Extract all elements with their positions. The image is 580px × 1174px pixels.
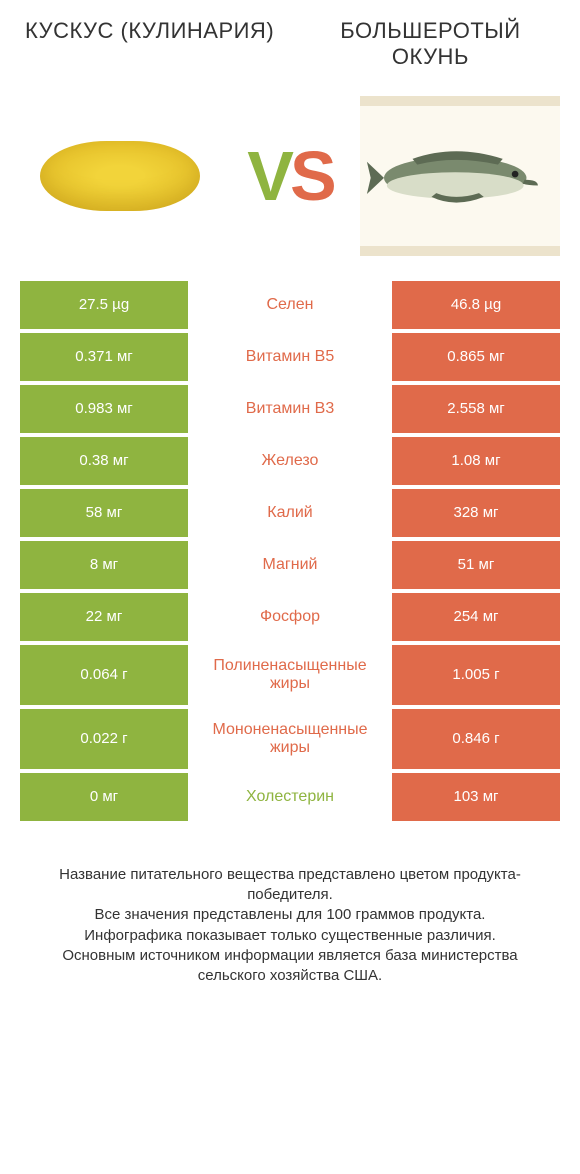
- comparison-table: 27.5 µgСелен46.8 µg0.371 мгВитамин B50.8…: [0, 281, 580, 821]
- header: КУСКУС (КУЛИНАРИЯ) БОЛЬШЕРОТЫЙ ОКУНЬ: [0, 0, 580, 81]
- table-row: 58 мгКалий328 мг: [20, 489, 560, 537]
- table-row: 8 мгМагний51 мг: [20, 541, 560, 589]
- cell-right-value: 46.8 µg: [392, 281, 560, 329]
- footer-line: Все значения представлены для 100 граммо…: [30, 905, 550, 925]
- cell-nutrient-label: Магний: [188, 541, 392, 589]
- table-row: 0.983 мгВитамин B32.558 мг: [20, 385, 560, 433]
- cell-right-value: 0.846 г: [392, 709, 560, 769]
- cell-nutrient-label: Мононенасыщенные жиры: [188, 709, 392, 769]
- table-row: 0.064 гПолиненасыщенные жиры1.005 г: [20, 645, 560, 705]
- left-product-image: [20, 96, 220, 256]
- table-row: 0 мгХолестерин103 мг: [20, 773, 560, 821]
- footer-notes: Название питательного вещества представл…: [0, 825, 580, 1007]
- cell-nutrient-label: Селен: [188, 281, 392, 329]
- fish-icon: [365, 136, 555, 216]
- cell-right-value: 2.558 мг: [392, 385, 560, 433]
- cell-nutrient-label: Холестерин: [188, 773, 392, 821]
- cell-left-value: 0.983 мг: [20, 385, 188, 433]
- table-row: 27.5 µgСелен46.8 µg: [20, 281, 560, 329]
- table-row: 0.371 мгВитамин B50.865 мг: [20, 333, 560, 381]
- cell-left-value: 0.022 г: [20, 709, 188, 769]
- vs-label: VS: [247, 136, 332, 216]
- cell-right-value: 254 мг: [392, 593, 560, 641]
- cell-left-value: 8 мг: [20, 541, 188, 589]
- cell-right-value: 51 мг: [392, 541, 560, 589]
- cell-right-value: 1.005 г: [392, 645, 560, 705]
- cell-nutrient-label: Калий: [188, 489, 392, 537]
- table-row: 0.38 мгЖелезо1.08 мг: [20, 437, 560, 485]
- cell-right-value: 1.08 мг: [392, 437, 560, 485]
- cell-nutrient-label: Железо: [188, 437, 392, 485]
- fish-frame: [360, 96, 560, 256]
- cell-nutrient-label: Полиненасыщенные жиры: [188, 645, 392, 705]
- vs-s: S: [290, 136, 333, 216]
- right-product-image: [360, 96, 560, 256]
- cell-nutrient-label: Витамин B5: [188, 333, 392, 381]
- footer-line: Основным источником информации является …: [30, 946, 550, 987]
- cell-left-value: 0.38 мг: [20, 437, 188, 485]
- vs-v: V: [247, 136, 290, 216]
- footer-line: Название питательного вещества представл…: [30, 865, 550, 906]
- cell-left-value: 27.5 µg: [20, 281, 188, 329]
- cell-left-value: 0 мг: [20, 773, 188, 821]
- cell-left-value: 22 мг: [20, 593, 188, 641]
- table-row: 22 мгФосфор254 мг: [20, 593, 560, 641]
- cell-right-value: 103 мг: [392, 773, 560, 821]
- cell-right-value: 0.865 мг: [392, 333, 560, 381]
- visual-row: VS: [0, 81, 580, 281]
- footer-line: Инфографика показывает только существенн…: [30, 926, 550, 946]
- couscous-icon: [40, 141, 200, 211]
- cell-nutrient-label: Витамин B3: [188, 385, 392, 433]
- cell-left-value: 58 мг: [20, 489, 188, 537]
- header-left-title: КУСКУС (КУЛИНАРИЯ): [20, 18, 279, 71]
- header-right-title: БОЛЬШЕРОТЫЙ ОКУНЬ: [301, 18, 560, 71]
- cell-nutrient-label: Фосфор: [188, 593, 392, 641]
- cell-left-value: 0.371 мг: [20, 333, 188, 381]
- cell-right-value: 328 мг: [392, 489, 560, 537]
- table-row: 0.022 гМононенасыщенные жиры0.846 г: [20, 709, 560, 769]
- cell-left-value: 0.064 г: [20, 645, 188, 705]
